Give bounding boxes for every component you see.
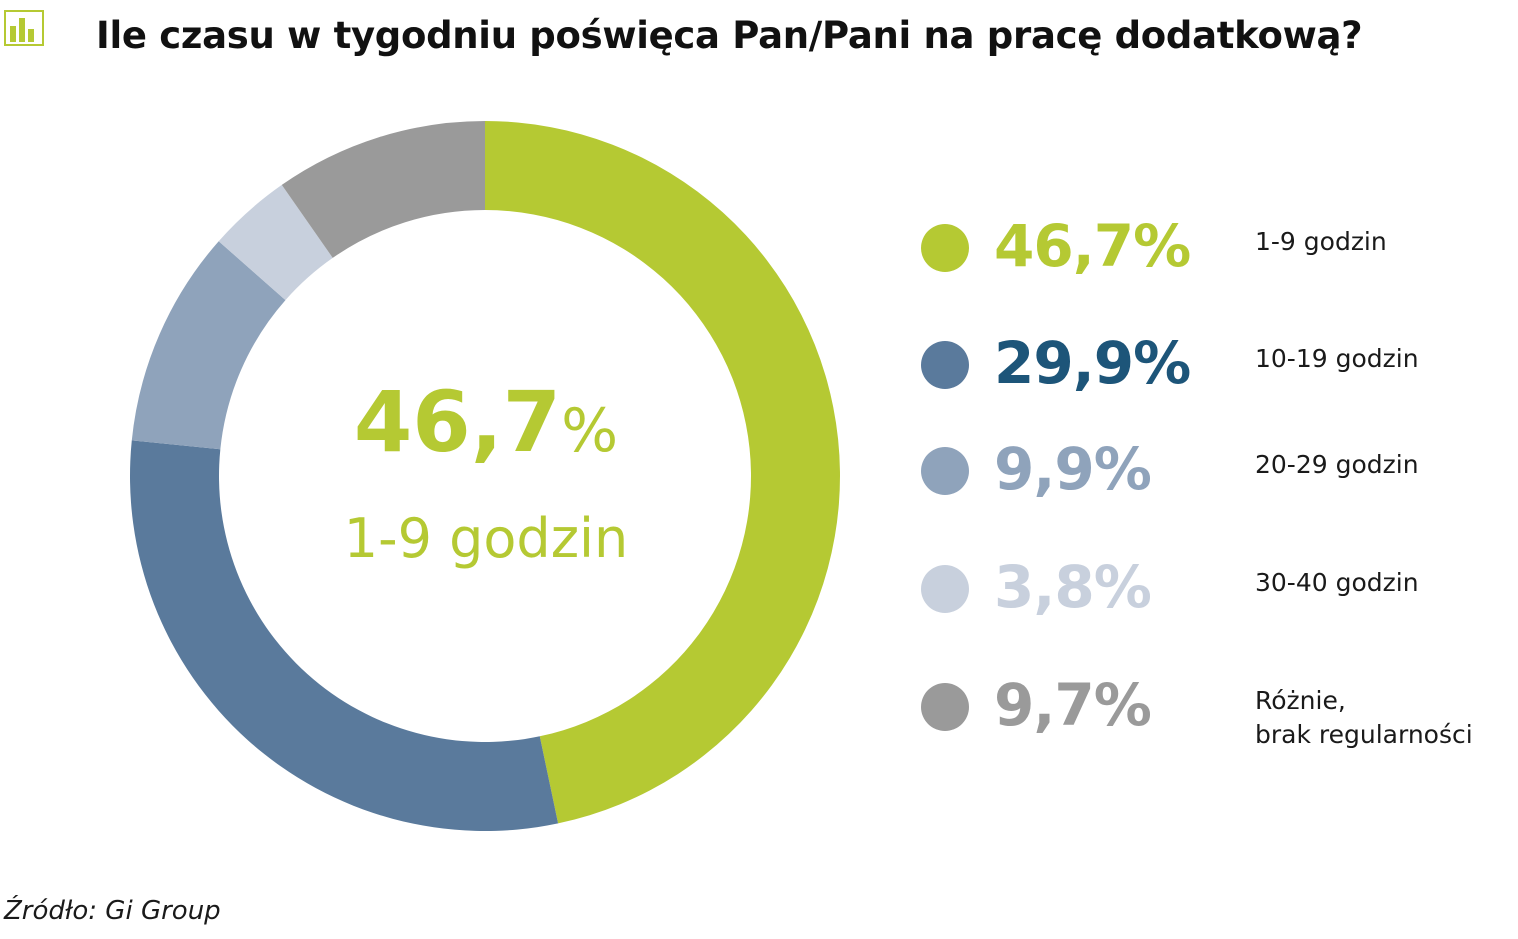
legend-value: 46,7% [994, 212, 1191, 280]
legend-dot [921, 224, 969, 272]
legend-label: 1-9 godzin [1255, 227, 1387, 256]
donut-slice-1 [485, 121, 840, 824]
legend-item: 46,7% 1-9 godzin [920, 207, 1518, 287]
legend-value: 9,7% [994, 671, 1152, 739]
bar-chart-icon [4, 10, 44, 46]
legend-item: 29,9% 10-19 godzin [920, 324, 1518, 404]
source-note: Źródło: Gi Group [4, 896, 221, 926]
legend-dot [921, 341, 969, 389]
header: Ile czasu w tygodniu poświęca Pan/Pani n… [0, 0, 1518, 90]
legend-value: 9,9% [994, 435, 1152, 503]
legend-dot [921, 683, 969, 731]
center-value: 46,7 [353, 373, 562, 471]
center-label: 1-9 godzin [343, 507, 629, 570]
donut-slice-3 [131, 241, 286, 450]
legend: 46,7% 1-9 godzin 29,9% 10-19 godzin 9,9% 20-2… [920, 0, 1518, 939]
legend-value: 3,8% [994, 553, 1152, 621]
center-percent-sign: % [561, 396, 619, 466]
legend-dot [921, 447, 969, 495]
legend-label: 10-19 godzin [1255, 344, 1419, 373]
donut-slice-4 [218, 184, 333, 301]
donut-slice-2 [129, 440, 559, 832]
legend-label: 30-40 godzin [1255, 568, 1419, 597]
chart-title: Ile czasu w tygodniu poświęca Pan/Pani n… [96, 14, 1363, 57]
legend-item: 9,7% Różnie, brak regularności [920, 666, 1518, 749]
legend-item: 3,8% 30-40 godzin [920, 548, 1518, 628]
legend-value: 29,9% [994, 329, 1191, 397]
center-percentage: 46,7% [286, 380, 686, 464]
donut-slice-5 [281, 121, 485, 258]
legend-label: Różnie, brak regularności [1255, 686, 1473, 749]
legend-dot [921, 565, 969, 613]
legend-item: 9,9% 20-29 godzin [920, 430, 1518, 510]
legend-label: 20-29 godzin [1255, 450, 1419, 479]
